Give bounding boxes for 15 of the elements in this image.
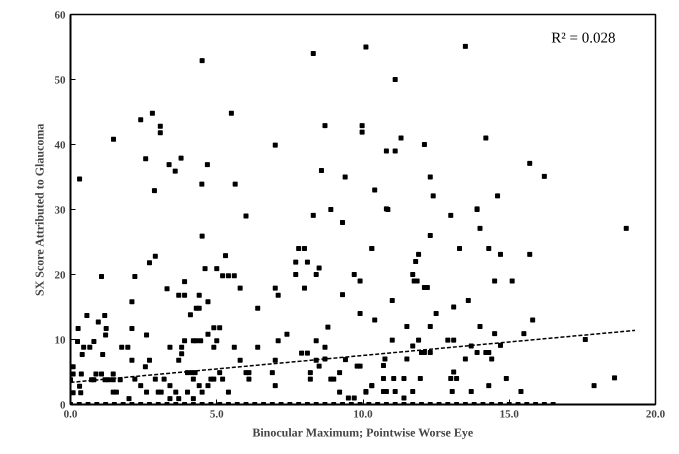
x-tick-label: 5.0 <box>210 408 224 420</box>
annotation: R² = 0.028 <box>551 30 616 46</box>
x-tick-label: 10.0 <box>353 408 374 420</box>
y-tick-label: 40 <box>54 140 66 152</box>
y-tick-label: 0 <box>60 400 66 412</box>
y-tick-label: 50 <box>54 74 66 86</box>
y-tick-label: 60 <box>54 10 66 22</box>
y-tick-label: 20 <box>54 270 66 282</box>
y-tick-label: 10 <box>54 334 66 346</box>
x-tick-label: 0.0 <box>64 408 78 420</box>
x-tick-label: 15.0 <box>500 408 520 420</box>
x-tick-label: 20.0 <box>646 408 666 420</box>
x-axis-title: Binocular Maximum; Pointwise Worse Eye <box>252 426 474 440</box>
y-axis-title: SX Score Attributed to Glaucoma <box>32 124 46 296</box>
y-tick-label: 30 <box>54 204 66 216</box>
